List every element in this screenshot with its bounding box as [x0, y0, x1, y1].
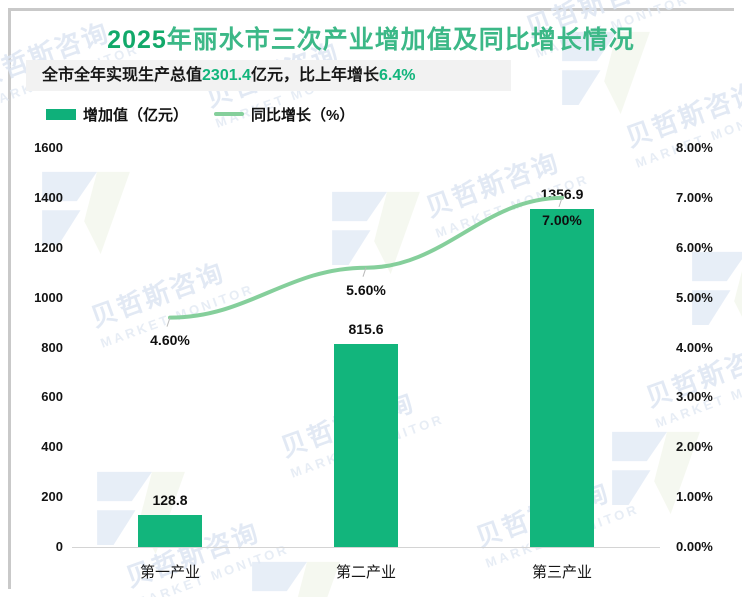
x-axis-baseline	[72, 547, 660, 548]
line-value-label: 4.60%	[150, 331, 190, 348]
line-value-label: 5.60%	[346, 281, 386, 298]
subtitle-growth-value: 6.4%	[378, 67, 416, 84]
x-axis-category-label: 第三产业	[531, 564, 592, 581]
chart-legend: 增加值（亿元） 同比增长（%）	[46, 103, 354, 125]
legend-bar-swatch-icon	[46, 108, 76, 120]
legend-bar-label: 增加值（亿元）	[83, 106, 189, 124]
x-axis-category-label: 第一产业	[139, 564, 200, 581]
title-text: 年丽水市三次产业增加值及同比增长情况	[166, 26, 635, 54]
bar-2[interactable]	[334, 343, 398, 547]
frame-top-border	[8, 8, 734, 11]
x-axis-category-label: 第二产业	[335, 564, 396, 581]
title-year: 2025	[107, 26, 167, 54]
legend-line-label: 同比增长（%）	[251, 106, 355, 124]
bar-3[interactable]	[530, 208, 594, 547]
subtitle-gdp-value: 2301.4	[202, 67, 251, 84]
y-axis-left-tick: 800	[41, 339, 63, 355]
y-axis-right-tick: 4.00%	[676, 339, 713, 355]
y-axis-left-tick: 200	[41, 489, 63, 505]
line-value-label: 7.00%	[542, 211, 582, 228]
subtitle-prefix: 全市全年实现生产总值	[42, 67, 203, 84]
y-axis-right-tick: 0.00%	[676, 539, 713, 554]
y-axis-left-tick: 400	[41, 439, 63, 455]
y-axis-left-tick: 600	[41, 389, 63, 405]
legend-item-bar[interactable]: 增加值（亿元）	[46, 104, 188, 125]
page-title: 2025年丽水市三次产业增加值及同比增长情况	[0, 20, 742, 56]
y-axis-right-tick: 8.00%	[676, 140, 713, 155]
bar-value-label: 815.6	[348, 320, 384, 337]
legend-item-line[interactable]: 同比增长（%）	[214, 104, 354, 125]
subtitle-banner: 全市全年实现生产总值2301.4亿元，比上年增长6.4%	[26, 60, 511, 91]
subtitle-middle: 亿元，比上年增长	[250, 67, 379, 84]
frame-left-border	[8, 8, 11, 589]
y-axis-left-tick: 1000	[34, 289, 63, 305]
y-axis-right-tick: 3.00%	[676, 389, 713, 405]
y-axis-right-tick: 6.00%	[676, 239, 713, 255]
y-axis-left-tick: 1600	[34, 140, 63, 155]
y-axis-left-tick: 0	[55, 539, 63, 554]
y-axis-right-tick: 7.00%	[676, 189, 713, 205]
legend-line-swatch-icon	[214, 112, 245, 116]
